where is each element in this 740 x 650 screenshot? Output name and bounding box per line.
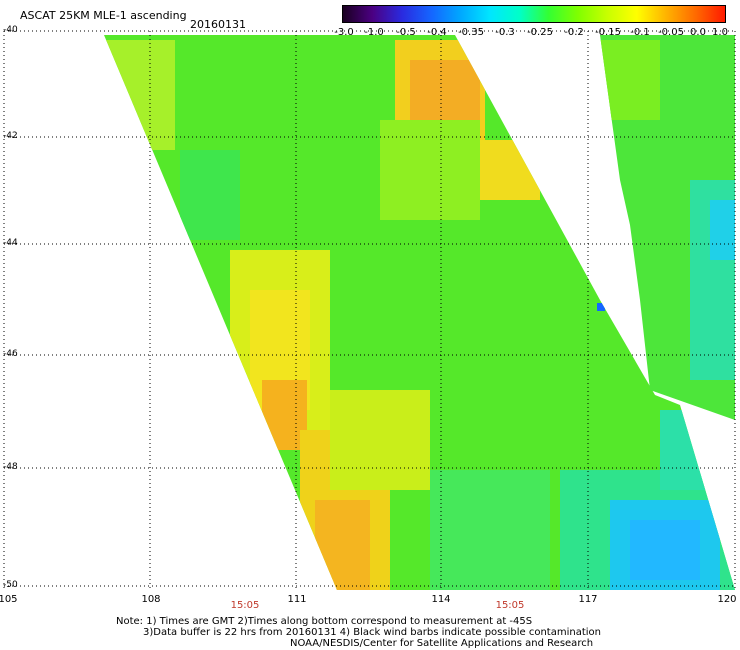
colorbar-label: -0.05 (658, 27, 684, 38)
longitude-label: 111 (287, 594, 307, 605)
colorbar-label: 1.0 (712, 27, 728, 38)
time-label: 15:05 (230, 600, 260, 611)
latitude-label: -50 (3, 580, 18, 590)
latitude-label: -40 (3, 25, 18, 35)
colorbar-label: -0.2 (564, 27, 584, 38)
latitude-label: -46 (3, 349, 18, 359)
map-title: ASCAT 25KM MLE-1 ascending (20, 9, 187, 22)
longitude-label: 120 (717, 594, 737, 605)
time-label: 15:05 (495, 600, 525, 611)
longitude-label: 108 (141, 594, 161, 605)
colorbar-label: -1.0 (364, 27, 384, 38)
longitude-label: 114 (431, 594, 451, 605)
colorbar-label: -0.1 (630, 27, 650, 38)
latitude-label: -44 (3, 238, 18, 248)
note-line-2: 3)Data buffer is 22 hrs from 20160131 4)… (143, 627, 601, 638)
note-line-3: NOAA/NESDIS/Center for Satellite Applica… (290, 638, 594, 649)
colorbar-label: -0.25 (527, 27, 553, 38)
latitude-label: -48 (3, 462, 18, 472)
longitude-label: 117 (578, 594, 598, 605)
note-line-1: Note: 1) Times are GMT 2)Times along bot… (116, 616, 533, 627)
colorbar-label: -0.3 (495, 27, 515, 38)
colorbar-label: -0.35 (458, 27, 484, 38)
colorbar-label: -0.15 (595, 27, 621, 38)
colorbar-label: -0.4 (427, 27, 447, 38)
colorbar (342, 5, 726, 23)
longitude-label: 105 (0, 594, 18, 605)
colorbar-label: -0.5 (396, 27, 416, 38)
colorbar-labels: -3.0 -1.0 -0.5 -0.4 -0.35 -0.3 -0.25 -0.… (334, 27, 728, 39)
latitude-label: -42 (3, 131, 18, 141)
colorbar-label: -3.0 (334, 27, 354, 38)
map-date: 20160131 (190, 18, 246, 31)
colorbar-label: 0.0 (690, 27, 706, 38)
